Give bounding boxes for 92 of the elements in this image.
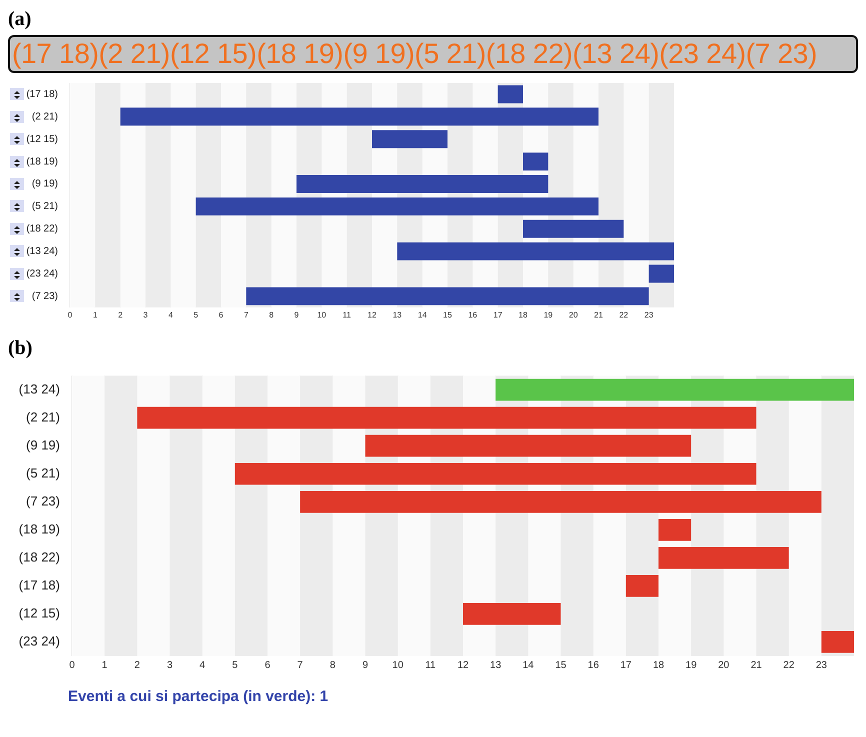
- y-tick-label: (9 19): [26, 437, 60, 452]
- y-tick-label: (2 21): [26, 409, 60, 424]
- x-tick-label: 23: [816, 660, 828, 671]
- y-tick-label: (23 24): [26, 268, 58, 280]
- y-tick-label: (18 19): [18, 521, 60, 536]
- y-tick-label: (17 18): [26, 88, 58, 100]
- x-tick-label: 19: [686, 660, 698, 671]
- bar: [523, 152, 548, 171]
- bar: [300, 490, 822, 513]
- x-tick-label: 0: [69, 660, 76, 671]
- x-tick-label: 10: [317, 310, 327, 320]
- bar: [821, 631, 854, 653]
- y-tick-label: (5 21): [26, 465, 60, 480]
- x-tick-label: 5: [194, 310, 199, 320]
- x-tick-label: 20: [568, 310, 578, 320]
- chart-subtitle: (17 18)(2 21)(12 15)(18 19)(9 19)(5 21)(18 22)(13 24)(23 24)(7 23): [8, 35, 858, 73]
- x-tick-label: 9: [294, 310, 300, 320]
- x-tick-label: 8: [269, 310, 274, 320]
- y-tick-label: (12 15): [18, 606, 60, 621]
- x-tick-label: 2: [134, 660, 140, 671]
- x-tick-label: 22: [619, 310, 629, 320]
- x-tick-label: 11: [342, 310, 352, 320]
- x-tick-label: 13: [392, 310, 402, 320]
- x-tick-label: 4: [168, 310, 174, 320]
- bar: [246, 287, 649, 306]
- x-tick-label: 3: [143, 310, 148, 320]
- y-tick-label: (7 23): [32, 290, 58, 302]
- bar: [397, 242, 674, 260]
- x-tick-label: 22: [783, 660, 795, 671]
- y-tick-label: (9 19): [32, 178, 58, 190]
- bar: [523, 220, 624, 238]
- x-tick-label: 16: [468, 310, 478, 320]
- x-tick-label: 15: [555, 660, 567, 671]
- x-tick-label: 23: [644, 310, 654, 320]
- bar: [626, 575, 658, 597]
- x-tick-label: 10: [392, 660, 404, 671]
- bar: [365, 434, 692, 457]
- bar: [234, 462, 756, 485]
- x-tick-label: 21: [594, 310, 604, 320]
- x-tick-label: 6: [264, 660, 271, 671]
- y-tick-label: (2 21): [32, 111, 58, 122]
- x-tick-label: 18: [652, 660, 664, 671]
- x-tick-label: 1: [102, 660, 108, 671]
- y-tick-label: (23 24): [18, 634, 60, 649]
- x-tick-label: 14: [522, 660, 534, 671]
- y-tick-label: (18 22): [18, 550, 60, 565]
- x-tick-label: 3: [166, 660, 173, 671]
- bar: [137, 406, 756, 429]
- x-tick-label: 12: [457, 660, 469, 671]
- x-tick-label: 20: [718, 660, 730, 671]
- x-tick-label: 7: [244, 310, 249, 320]
- y-tick-label: (13 24): [18, 381, 60, 396]
- x-tick-label: 17: [620, 660, 632, 671]
- chart-title: (b): [8, 337, 34, 360]
- y-tick-label: (13 24): [26, 246, 58, 258]
- x-tick-label: 12: [368, 310, 377, 320]
- x-tick-label: 8: [330, 660, 336, 671]
- bar: [463, 603, 561, 625]
- bar: [648, 264, 674, 283]
- x-tick-label: 14: [418, 310, 428, 320]
- y-tick-label: (18 22): [26, 224, 58, 235]
- bar: [498, 85, 523, 104]
- x-tick-label: 19: [544, 310, 554, 320]
- y-tick-label: (5 21): [32, 201, 58, 212]
- x-tick-label: 17: [493, 310, 503, 320]
- x-tick-label: 6: [218, 310, 224, 320]
- x-tick-label: 0: [68, 310, 73, 320]
- x-tick-label: 11: [425, 660, 436, 671]
- text: Eventi a cui si partecipa (in verde): 1: [68, 688, 330, 705]
- bar: [658, 547, 789, 569]
- x-tick-label: 1: [92, 310, 98, 320]
- x-tick-label: 15: [443, 310, 452, 320]
- x-tick-label: 13: [490, 660, 502, 671]
- x-tick-label: 21: [750, 660, 762, 671]
- x-tick-label: 4: [200, 660, 206, 671]
- bar: [196, 197, 598, 216]
- y-tick-label: (7 23): [26, 493, 60, 508]
- x-tick-label: 5: [232, 660, 238, 671]
- bar: [296, 175, 548, 193]
- x-tick-label: 7: [297, 660, 304, 671]
- bar: [658, 518, 692, 541]
- x-tick-label: 2: [118, 310, 124, 320]
- y-tick-label: (18 19): [26, 156, 58, 168]
- chart-title: (a): [8, 8, 32, 31]
- bar: [372, 130, 448, 148]
- x-tick-label: 18: [518, 310, 528, 320]
- x-tick-label: 16: [588, 660, 600, 671]
- y-tick-label: (12 15): [26, 134, 58, 145]
- bar: [496, 378, 854, 401]
- bar: [120, 108, 598, 126]
- x-tick-label: 9: [362, 660, 368, 671]
- y-tick-label: (17 18): [18, 578, 60, 593]
